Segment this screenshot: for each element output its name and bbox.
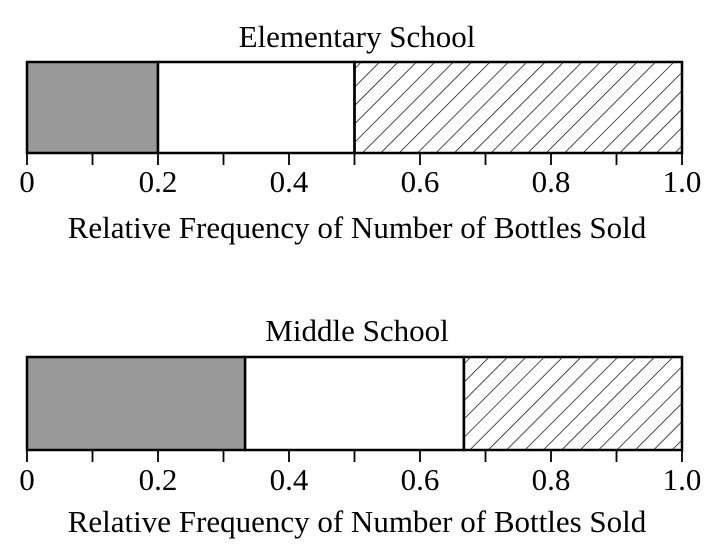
bar-segment-hatched: [353, 60, 684, 155]
tick-label: 0: [19, 164, 35, 199]
tick-label: 0.6: [401, 462, 440, 497]
tick-labels: 0 0.2 0.4 0.6 0.8 1.0: [19, 462, 701, 497]
tick-label: 0.2: [139, 462, 178, 497]
bar-segment-gray: [25, 60, 160, 155]
tick-label: 0.2: [139, 164, 178, 199]
x-axis-label: Relative Frequency of Number of Bottles …: [68, 210, 647, 245]
bar-segment-hatched: [462, 355, 684, 452]
tick-label: 0: [19, 462, 35, 497]
bar-segments: [25, 355, 684, 452]
bar-segments: [25, 60, 684, 155]
tick-marks: [26, 450, 683, 462]
tick-label: 0.4: [270, 462, 309, 497]
elementary-school-chart: Elementary School 0 0.2 0.4 0.6 0.8 1.0 …: [19, 19, 701, 245]
tick-marks: [26, 153, 683, 165]
chart-title: Middle School: [265, 313, 448, 348]
tick-label: 1.0: [663, 462, 702, 497]
bar-segment-white: [156, 60, 356, 155]
tick-labels: 0 0.2 0.4 0.6 0.8 1.0: [19, 164, 701, 199]
bar-segment-white: [243, 355, 466, 452]
tick-label: 0.8: [532, 164, 571, 199]
tick-label: 0.4: [270, 164, 309, 199]
tick-label: 1.0: [663, 164, 702, 199]
tick-label: 0.6: [401, 164, 440, 199]
x-axis-label: Relative Frequency of Number of Bottles …: [68, 504, 647, 539]
tick-label: 0.8: [532, 462, 571, 497]
bar-segment-gray: [25, 355, 247, 452]
chart-title: Elementary School: [239, 19, 476, 54]
middle-school-chart: Middle School 0 0.2 0.4 0.6 0.8 1.0 Rela…: [19, 313, 701, 539]
